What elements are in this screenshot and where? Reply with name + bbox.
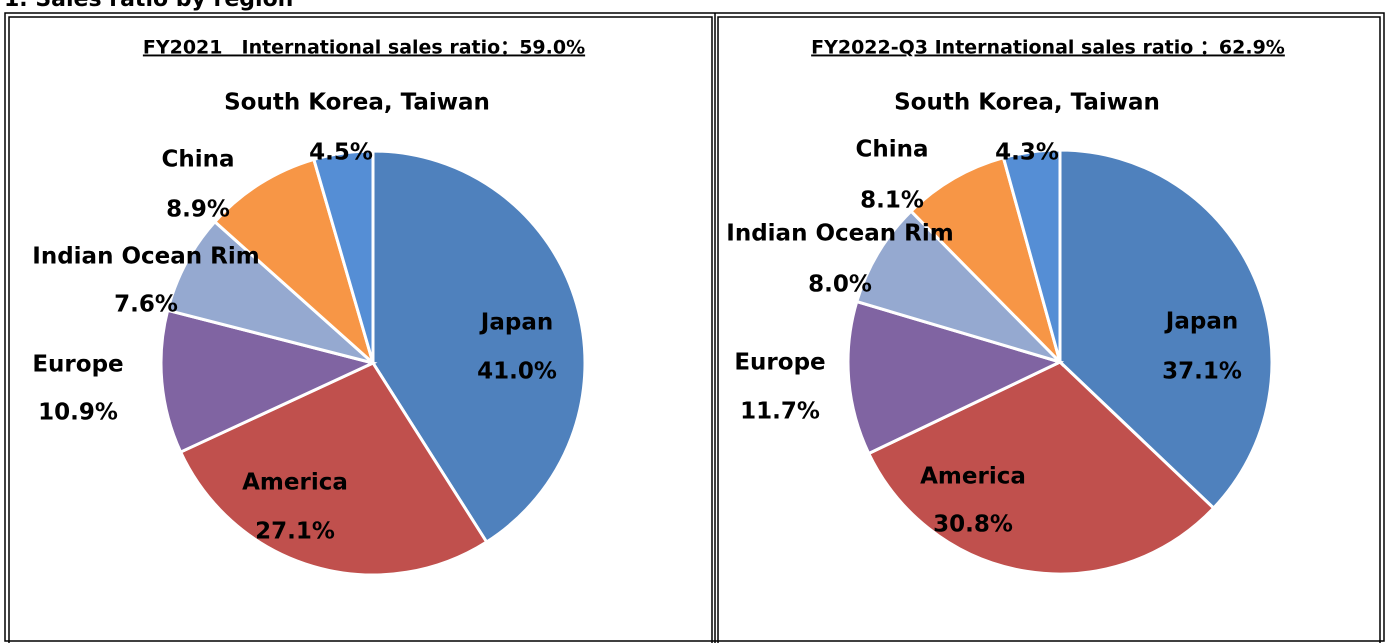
slice-value-label: 4.5% bbox=[309, 140, 373, 166]
outer-frame bbox=[4, 12, 1385, 642]
pie-slice bbox=[908, 155, 1063, 368]
slice-category-label: South Korea, Taiwan bbox=[224, 90, 490, 116]
slice-category-label: Japan bbox=[479, 310, 553, 336]
slice-value-label: 4.3% bbox=[995, 140, 1059, 166]
pie-slice bbox=[1058, 148, 1274, 511]
pie-slice bbox=[1001, 148, 1062, 363]
slice-category-label: China bbox=[855, 137, 928, 163]
slice-value-label: 11.7% bbox=[740, 399, 820, 425]
chart-title: FY2022-Q3 International sales ratio ：62.… bbox=[811, 37, 1285, 59]
slice-category-label: Indian Ocean Rim bbox=[32, 244, 259, 270]
pie-slice bbox=[212, 157, 376, 368]
slice-value-label: 7.6% bbox=[114, 292, 178, 318]
slice-category-label: South Korea, Taiwan bbox=[894, 90, 1160, 116]
panel-frame bbox=[8, 16, 713, 643]
slice-value-label: 37.1% bbox=[1162, 359, 1242, 385]
slice-category-label: Europe bbox=[32, 352, 123, 378]
slice-value-label: 8.9% bbox=[166, 197, 230, 223]
slice-value-label: 30.8% bbox=[933, 512, 1013, 538]
panel-frame bbox=[717, 16, 1381, 643]
pie-slice bbox=[854, 209, 1062, 364]
chart-title: FY2021 International sales ratio：59.0% bbox=[143, 37, 585, 59]
slice-value-label: 41.0% bbox=[477, 359, 557, 385]
slice-category-label: Indian Ocean Rim bbox=[726, 221, 953, 247]
pie-slice bbox=[311, 149, 375, 364]
slice-value-label: 8.0% bbox=[808, 272, 872, 298]
slice-value-label: 8.1% bbox=[860, 188, 924, 214]
slice-category-label: China bbox=[161, 147, 234, 173]
slice-category-label: Europe bbox=[734, 350, 825, 376]
slice-category-label: America bbox=[920, 464, 1026, 490]
pie-slice bbox=[866, 360, 1216, 576]
pie-slice bbox=[846, 299, 1065, 456]
pie-slice bbox=[165, 219, 374, 365]
pie-slice bbox=[159, 308, 378, 455]
pie-slice bbox=[178, 361, 489, 577]
page-heading: 1. Sales ratio by region bbox=[4, 0, 293, 12]
slice-value-label: 10.9% bbox=[38, 400, 118, 426]
slice-category-label: Japan bbox=[1164, 309, 1238, 335]
slice-category-label: America bbox=[242, 470, 348, 496]
slice-value-label: 27.1% bbox=[255, 519, 335, 545]
